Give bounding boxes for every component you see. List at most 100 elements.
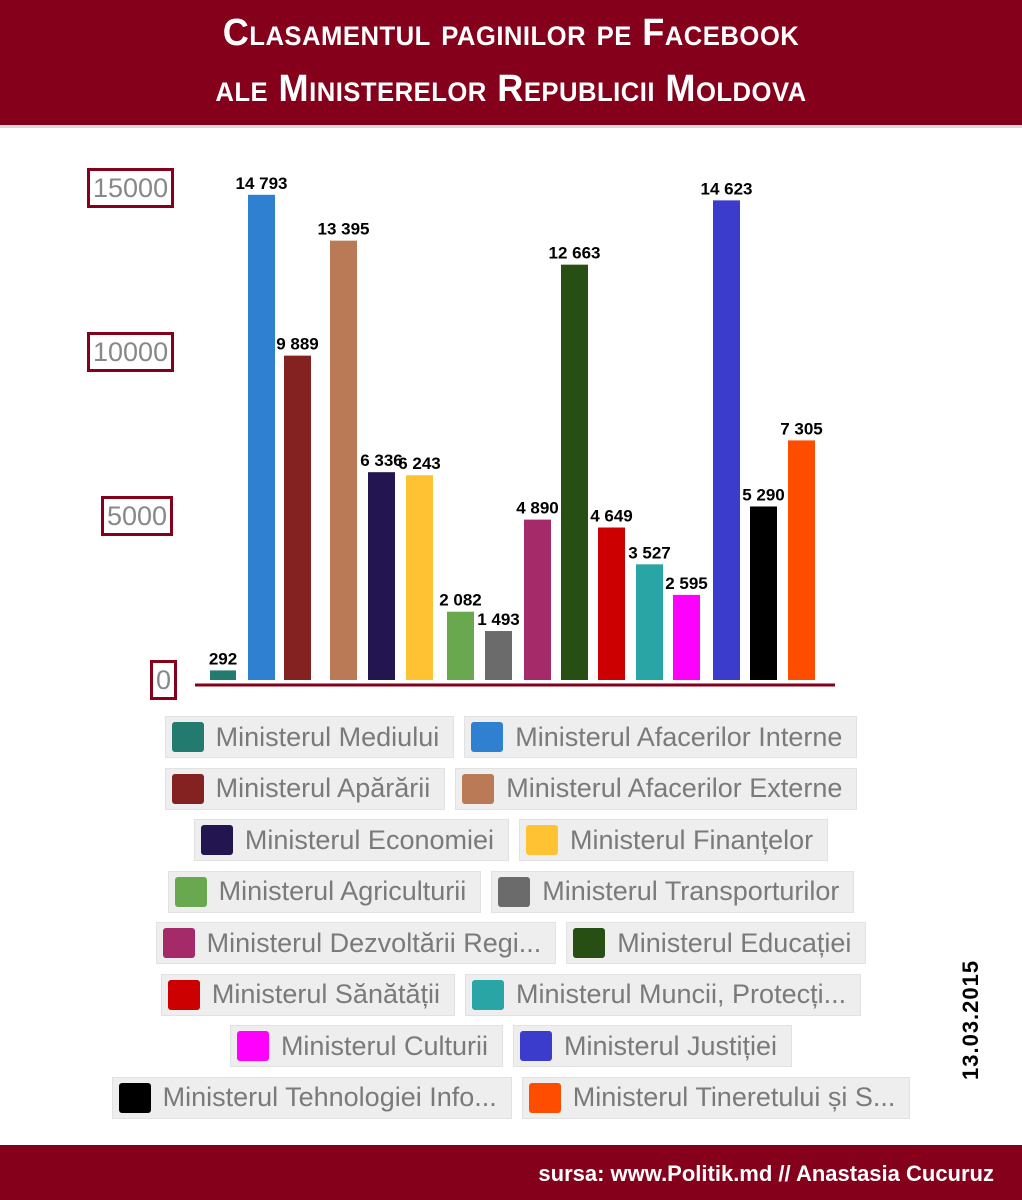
legend-item[interactable]: Ministerul Justiției <box>513 1025 793 1067</box>
legend-item[interactable]: Ministerul Afacerilor Externe <box>455 767 858 810</box>
data-label: 2 082 <box>439 591 482 610</box>
bar <box>524 519 551 680</box>
bar <box>713 200 740 680</box>
legend-swatch <box>162 928 195 958</box>
data-label: 14 623 <box>701 179 753 198</box>
legend-item[interactable]: Ministerul Mediului <box>164 716 455 758</box>
bar <box>636 564 663 680</box>
legend-row: Ministerul Sănătății Ministerul Muncii, P… <box>0 973 1022 1016</box>
legend-label: Ministerul Agriculturii <box>218 876 467 906</box>
legend-row: Ministerul Apărării Ministerul Afacerilor… <box>0 767 1022 810</box>
source-credit: sursa: www.Politik.md // Anastasia Cucur… <box>538 1161 994 1186</box>
legend-label: Ministerul Transporturilor <box>542 876 840 906</box>
legend-swatch <box>526 825 558 855</box>
y-tick-10000: 10000 <box>87 332 175 372</box>
legend-swatch <box>200 825 233 855</box>
legend-row: Ministerul Tehnologiei Info... Ministerul… <box>0 1076 1022 1119</box>
data-label: 13 395 <box>318 220 370 239</box>
legend-item[interactable]: Ministerul Tineretului și S... <box>521 1076 911 1119</box>
title-line-2: ale Ministerelor Republicii Moldova <box>215 68 807 110</box>
y-tick-0: 0 <box>150 660 178 700</box>
legend-item[interactable]: Ministerul Tehnologiei Info... <box>111 1076 512 1119</box>
data-label: 14 793 <box>236 174 288 193</box>
legend-item[interactable]: Ministerul Transporturilor <box>491 870 855 913</box>
legend-swatch <box>462 773 495 804</box>
legend-label: Ministerul Economiei <box>244 824 494 855</box>
legend-swatch <box>171 773 204 804</box>
data-label: 6 336 <box>360 451 403 470</box>
legend-item[interactable]: Ministerul Sănătății <box>160 973 455 1016</box>
data-label: 12 663 <box>549 244 601 263</box>
bar <box>248 194 275 680</box>
date-label: 13.03.2015 <box>958 959 983 1080</box>
data-label: 4 649 <box>590 507 633 526</box>
legend-item[interactable]: Ministerul Finanțelor <box>519 819 829 861</box>
legend: Ministerul Mediului Ministerul Afacerilor… <box>0 716 1022 1128</box>
y-tick-15000: 15000 <box>87 168 175 208</box>
legend-row: Ministerul Economiei Ministerul Finanțelo… <box>0 819 1022 861</box>
bar <box>284 355 311 680</box>
legend-label: Ministerul Sănătății <box>211 979 440 1009</box>
legend-item[interactable]: Ministerul Educației <box>566 922 867 964</box>
legend-label: Ministerul Finanțelor <box>570 824 814 855</box>
bar <box>485 631 512 680</box>
legend-row: Ministerul Mediului Ministerul Afacerilor… <box>0 716 1022 758</box>
legend-label: Ministerul Apărării <box>215 773 431 803</box>
data-label: 7 305 <box>780 419 823 438</box>
data-label: 9 889 <box>276 335 319 354</box>
legend-row: Ministerul Culturii Ministerul Justiției <box>0 1025 1022 1067</box>
bar <box>210 670 236 680</box>
legend-item[interactable]: Ministerul Agriculturii <box>167 870 482 913</box>
legend-item[interactable]: Ministerul Culturii <box>229 1025 503 1067</box>
data-label: 292 <box>209 649 237 668</box>
data-label: 4 890 <box>516 499 559 518</box>
bar <box>330 240 357 681</box>
legend-swatch <box>118 1082 151 1113</box>
legend-swatch <box>472 979 504 1010</box>
data-label: 5 290 <box>742 485 785 504</box>
legend-swatch <box>171 722 204 752</box>
legend-swatch <box>498 876 531 907</box>
bar <box>368 472 395 680</box>
legend-item[interactable]: Ministerul Muncii, Protecți... <box>465 973 862 1016</box>
data-label: 6 243 <box>398 454 441 473</box>
legend-label: Ministerul Muncii, Protecți... <box>516 979 847 1009</box>
legend-label: Ministerul Dezvoltării Regi... <box>206 927 542 958</box>
legend-item[interactable]: Ministerul Afacerilor Interne <box>464 716 858 758</box>
legend-label: Ministerul Tineretului și S... <box>572 1082 896 1112</box>
header: Clasamentul paginilor pe Facebook ale Mi… <box>0 0 1022 128</box>
legend-row: Ministerul Agriculturii Ministerul Transp… <box>0 870 1022 913</box>
legend-item[interactable]: Ministerul Economiei <box>193 819 509 861</box>
legend-label: Ministerul Afacerilor Interne <box>515 721 843 752</box>
y-tick-5000: 5000 <box>101 496 174 536</box>
data-label: 3 527 <box>628 543 671 562</box>
legend-item[interactable]: Ministerul Dezvoltării Regi... <box>155 922 557 964</box>
legend-swatch <box>528 1082 561 1113</box>
legend-label: Ministerul Mediului <box>215 721 440 752</box>
bar <box>788 440 815 680</box>
legend-label: Ministerul Afacerilor Externe <box>506 773 843 803</box>
legend-label: Ministerul Culturii <box>280 1030 488 1061</box>
legend-swatch <box>520 1031 552 1061</box>
legend-swatch <box>471 722 504 752</box>
legend-item[interactable]: Ministerul Apărării <box>164 767 446 810</box>
data-label: 1 493 <box>477 610 520 629</box>
legend-label: Ministerul Justiției <box>564 1030 778 1061</box>
legend-swatch <box>573 928 606 958</box>
legend-label: Ministerul Tehnologiei Info... <box>162 1082 497 1112</box>
title-line-1: Clasamentul paginilor pe Facebook <box>222 12 800 54</box>
bar <box>406 475 433 680</box>
bar <box>673 594 700 680</box>
bar <box>750 506 777 680</box>
bar <box>561 264 588 680</box>
legend-swatch <box>236 1031 269 1061</box>
bar <box>447 611 474 680</box>
bar <box>598 527 625 680</box>
legend-swatch <box>174 876 207 907</box>
legend-row: Ministerul Dezvoltării Regi... Ministerul… <box>0 922 1022 964</box>
footer: sursa: www.Politik.md // Anastasia Cucur… <box>0 1145 1022 1200</box>
legend-swatch <box>167 979 200 1010</box>
data-label: 2 595 <box>665 574 708 593</box>
legend-label: Ministerul Educației <box>617 927 852 958</box>
